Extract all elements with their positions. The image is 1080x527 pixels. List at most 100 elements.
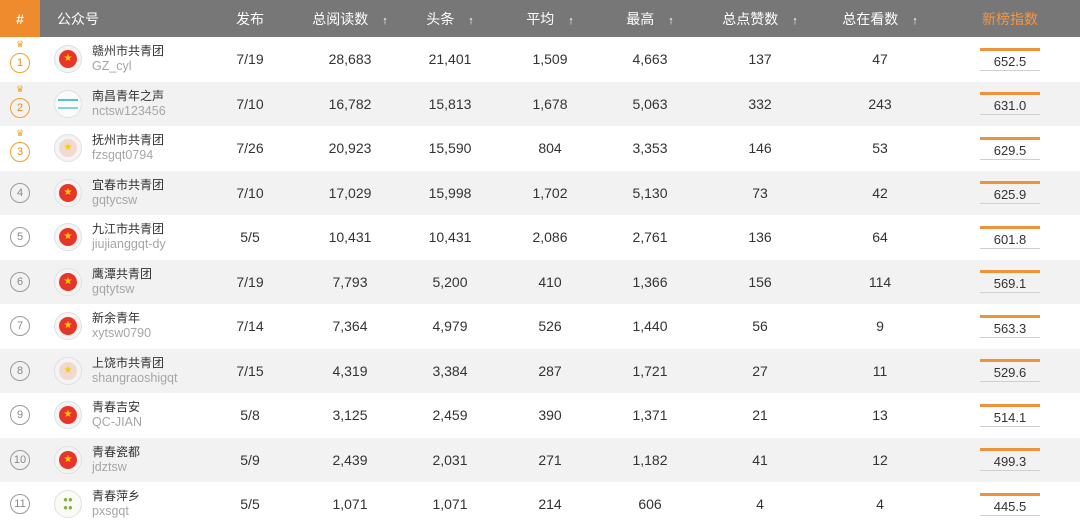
table-row[interactable]: 7 ★ 新余青年 xytsw0790 7/14 7,364 4,979 526 … xyxy=(0,304,1080,349)
index-value: 625.9 xyxy=(980,187,1040,205)
total-likes-header[interactable]: 总点赞数 ↑ xyxy=(722,10,798,27)
table-row[interactable]: ♛ 2 南昌青年之声 nctsw123456 7/10 16,782 15,81… xyxy=(0,81,1080,127)
headline-cell: 15,813 xyxy=(428,95,472,112)
table-row[interactable]: ♛ 3 ★ 抚州市共青团 fzsgqt0794 7/26 20,923 15,5… xyxy=(0,126,1080,171)
account-cell[interactable]: ★ 九江市共青团 jiujianggqt-dy xyxy=(40,215,200,260)
account-name[interactable]: 青春吉安 xyxy=(92,400,141,415)
index-header[interactable]: 新榜指数 xyxy=(982,10,1038,27)
rank-number: 2 xyxy=(10,97,30,118)
table-header-row: # 公众号 发布 总阅读数 ↑ 头条 ↑ 平均 ↑ 最高 ↑ 总点赞数 ↑ 总在看数 ↑ 新… xyxy=(0,0,1080,37)
crown-icon: ♛ xyxy=(15,39,25,49)
max-header[interactable]: 最高 ↑ xyxy=(626,10,674,27)
headline-cell: 15,590 xyxy=(428,140,472,157)
watching-cell: 9 xyxy=(876,318,884,335)
watching-cell: 114 xyxy=(868,273,892,290)
table-row[interactable]: 9 ★ 青春吉安 QC-JIAN 5/8 3,125 2,459 390 1,3… xyxy=(0,393,1080,438)
headline-header[interactable]: 头条 ↑ xyxy=(426,10,474,27)
account-id: GZ_cyl xyxy=(92,59,132,74)
account-cell[interactable]: ★ 青春瓷都 jdztsw xyxy=(40,438,200,483)
table-row[interactable]: 6 ★ 鹰潭共青团 gqtytsw 7/19 7,793 5,200 410 1… xyxy=(0,259,1080,305)
rank-number: 7 xyxy=(10,316,30,337)
total-reads-cell: 10,431 xyxy=(328,229,372,246)
table-row[interactable]: 5 ★ 九江市共青团 jiujianggqt-dy 5/5 10,431 10,… xyxy=(0,215,1080,260)
sort-arrow-icon[interactable]: ↑ xyxy=(568,14,574,27)
index-value: 563.3 xyxy=(980,321,1040,338)
rank-number: 3 xyxy=(10,142,30,163)
sort-arrow-icon[interactable]: ↑ xyxy=(792,14,798,27)
index-cell: 625.9 xyxy=(940,171,1080,216)
youth-league-badge-icon: ★ xyxy=(59,50,77,69)
table-row[interactable]: 10 ★ 青春瓷都 jdztsw 5/9 2,439 2,031 271 1,1… xyxy=(0,437,1080,483)
index-value: 631.0 xyxy=(980,98,1040,116)
account-cell[interactable]: ★ 抚州市共青团 fzsgqt0794 xyxy=(40,126,200,171)
index-cell: 529.6 xyxy=(940,349,1080,394)
rank-number: 4 xyxy=(10,182,30,203)
account-cell[interactable]: ★ 鹰潭共青团 gqtytsw xyxy=(40,260,200,305)
account-name[interactable]: 宜春市共青团 xyxy=(92,177,165,192)
likes-cell: 21 xyxy=(752,407,768,424)
index-bar xyxy=(980,492,1040,496)
total-reads-cell: 1,071 xyxy=(332,496,368,513)
index-cell: 629.5 xyxy=(940,126,1080,171)
account-name[interactable]: 赣州市共青团 xyxy=(92,44,165,59)
account-id: nctsw123456 xyxy=(92,103,166,118)
table-row[interactable]: ♛ 1 ★ 赣州市共青团 GZ_cyl 7/19 28,683 21,401 1… xyxy=(0,37,1080,82)
avatar: ★ xyxy=(54,401,82,430)
publish-cell: 7/15 xyxy=(236,362,264,379)
sort-arrow-icon[interactable]: ↑ xyxy=(912,14,918,27)
account-name[interactable]: 青春萍乡 xyxy=(92,489,141,504)
account-cell[interactable]: 南昌青年之声 nctsw123456 xyxy=(40,82,200,127)
index-value: 629.5 xyxy=(980,143,1040,160)
likes-cell: 73 xyxy=(752,184,768,201)
youth-league-badge-icon: ★ xyxy=(59,317,77,336)
likes-cell: 136 xyxy=(748,229,772,246)
max-cell: 1,366 xyxy=(632,273,668,290)
rank-cell: ♛ 1 xyxy=(0,37,40,82)
max-cell: 5,130 xyxy=(632,184,668,201)
rank-cell: 9 xyxy=(0,393,40,438)
rank-number: 1 xyxy=(10,53,30,74)
index-bar xyxy=(980,270,1040,274)
account-id: shangraoshigqt xyxy=(92,370,178,385)
sort-arrow-icon[interactable]: ↑ xyxy=(668,14,674,27)
rank-number: 11 xyxy=(10,494,30,515)
avatar: ★ xyxy=(54,356,82,385)
index-cell: 514.1 xyxy=(940,393,1080,438)
account-name[interactable]: 新余青年 xyxy=(92,311,141,326)
sort-arrow-icon[interactable]: ↑ xyxy=(468,14,474,27)
account-cell[interactable]: ★ 青春吉安 QC-JIAN xyxy=(40,393,200,438)
watching-cell: 13 xyxy=(872,407,888,424)
total-reads-cell: 4,319 xyxy=(332,362,368,379)
account-name[interactable]: 青春瓷都 xyxy=(92,444,141,459)
headline-cell: 2,031 xyxy=(432,451,468,468)
account-name[interactable]: 抚州市共青团 xyxy=(92,133,165,148)
youth-league-badge-icon: ★ xyxy=(59,139,77,158)
account-cell[interactable]: ★ 新余青年 xytsw0790 xyxy=(40,304,200,349)
youth-league-badge-icon: ★ xyxy=(59,406,77,425)
table-row[interactable]: 8 ★ 上饶市共青团 shangraoshigqt 7/15 4,319 3,3… xyxy=(0,348,1080,394)
table-row[interactable]: 4 ★ 宜春市共青团 gqtycsw 7/10 17,029 15,998 1,… xyxy=(0,170,1080,216)
account-cell[interactable]: ★ 赣州市共青团 GZ_cyl xyxy=(40,37,200,82)
average-header[interactable]: 平均 ↑ xyxy=(526,10,574,27)
likes-cell: 41 xyxy=(752,451,768,468)
youth-league-badge-icon: ★ xyxy=(59,450,77,469)
rank-number: 9 xyxy=(10,405,30,426)
account-name[interactable]: 南昌青年之声 xyxy=(92,88,165,103)
account-cell[interactable]: ★ 上饶市共青团 shangraoshigqt xyxy=(40,349,200,394)
rank-cell: 11 xyxy=(0,482,40,527)
rank-cell: 8 xyxy=(0,349,40,394)
total-reads-cell: 17,029 xyxy=(328,184,372,201)
sort-arrow-icon[interactable]: ↑ xyxy=(382,14,388,27)
table-row[interactable]: 11 ●● ●● 青春萍乡 pxsgqt 5/5 1,071 1,071 214 … xyxy=(0,482,1080,527)
account-header: 公众号 xyxy=(57,10,99,27)
max-cell: 1,371 xyxy=(632,407,668,424)
publish-cell: 5/5 xyxy=(240,229,260,246)
total-watching-header[interactable]: 总在看数 ↑ xyxy=(842,10,918,27)
account-name[interactable]: 上饶市共青团 xyxy=(92,355,165,370)
account-name[interactable]: 鹰潭共青团 xyxy=(92,266,153,281)
account-cell[interactable]: ★ 宜春市共青团 gqtycsw xyxy=(40,171,200,216)
total-reads-header[interactable]: 总阅读数 ↑ xyxy=(312,10,388,27)
publish-cell: 7/26 xyxy=(236,140,264,157)
account-name[interactable]: 九江市共青团 xyxy=(92,222,165,237)
account-cell[interactable]: ●● ●● 青春萍乡 pxsgqt xyxy=(40,482,200,527)
